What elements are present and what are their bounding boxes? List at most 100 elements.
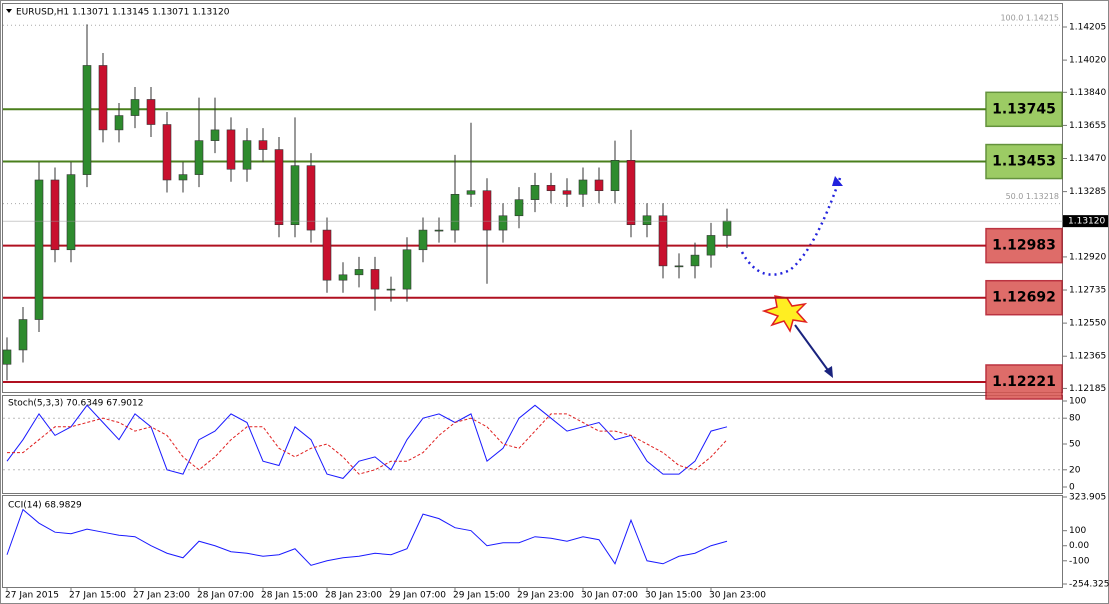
- candle-body: [370, 269, 380, 290]
- x-tick-label: 30 Jan 15:00: [645, 591, 702, 601]
- up-scenario: [740, 177, 842, 276]
- y-tick-label: 1.14020: [1069, 56, 1106, 66]
- y-tick-label: 1.13285: [1069, 187, 1106, 197]
- x-tick-label: 27 Jan 2015: [5, 591, 59, 601]
- candle-body: [658, 215, 668, 267]
- candle-body: [466, 190, 476, 195]
- level-box: [985, 227, 1063, 264]
- x-tick-label: 28 Jan 07:00: [197, 591, 254, 601]
- x-tick-label: 29 Jan 23:00: [517, 591, 574, 601]
- stoch-title: Stoch(5,3,3) 70.6349 67.9012: [8, 399, 143, 409]
- down-arrowhead: [824, 366, 833, 378]
- candle-body: [626, 160, 636, 226]
- fib-label: 100.0 1.14215: [1000, 14, 1059, 23]
- candle-body: [546, 185, 556, 192]
- y-tick-label: 1.13840: [1069, 88, 1106, 98]
- candle-body: [226, 129, 236, 170]
- y-tick-label: 1.14205: [1069, 23, 1106, 33]
- y-tick-label: 1.12365: [1069, 352, 1106, 362]
- y-tick-label: 1.12550: [1069, 319, 1106, 329]
- candle-body: [434, 229, 444, 232]
- break-star: [761, 295, 808, 333]
- y-tick-label: 1.12185: [1069, 384, 1106, 394]
- y-tick-label: 50: [1069, 440, 1081, 450]
- y-tick-label: 0: [1069, 483, 1075, 493]
- y-tick-label: -100: [1069, 556, 1090, 566]
- candle-body: [722, 220, 732, 236]
- candle-body: [18, 319, 28, 351]
- y-tick-label: -254.3251: [1069, 580, 1109, 590]
- series-line: [7, 413, 728, 475]
- candle-body: [418, 229, 428, 251]
- candle-body: [610, 160, 620, 192]
- candle-body: [594, 179, 604, 192]
- candle-body: [530, 185, 540, 200]
- y-tick-label: 1.13655: [1069, 121, 1106, 131]
- level-label: 1.13453: [992, 154, 1056, 170]
- candle-body: [386, 288, 396, 291]
- candle-body: [706, 235, 716, 256]
- candle-body: [306, 165, 316, 231]
- candle-body: [578, 179, 588, 195]
- stoch-panel: [2, 395, 1063, 494]
- candle-body: [82, 65, 92, 175]
- candle-body: [402, 249, 412, 290]
- level-label: 1.13745: [992, 101, 1056, 117]
- candle-body: [50, 179, 60, 251]
- candle-body: [482, 190, 492, 231]
- y-tick-label: 100: [1069, 526, 1086, 536]
- y-tick-label: 323.905: [1069, 493, 1106, 503]
- level-box: [985, 143, 1063, 180]
- candle-body: [98, 65, 108, 131]
- chart-title: EURUSD,H1 1.13071 1.13145 1.13071 1.1312…: [16, 8, 230, 18]
- y-tick-label: 100: [1069, 397, 1086, 407]
- level-box: [985, 279, 1063, 316]
- x-tick-label: 30 Jan 23:00: [709, 591, 766, 601]
- y-tick-label: 80: [1069, 414, 1081, 424]
- candle-body: [114, 115, 124, 131]
- candle-body: [274, 149, 284, 226]
- candle-body: [66, 174, 76, 251]
- candle-body: [290, 165, 300, 226]
- x-tick-label: 27 Jan 23:00: [133, 591, 190, 601]
- y-tick-label: 1.12920: [1069, 252, 1106, 262]
- candle-body: [498, 215, 508, 231]
- x-tick-label: 30 Jan 07:00: [581, 591, 638, 601]
- last-price-label: 1.13120: [1068, 217, 1105, 227]
- x-tick-label: 29 Jan 15:00: [453, 591, 510, 601]
- series-line: [6, 508, 728, 566]
- cci-panel: [2, 495, 1063, 588]
- candle-body: [178, 174, 188, 181]
- candle-body: [130, 99, 140, 116]
- up-arrowhead: [832, 176, 843, 186]
- candle-body: [514, 199, 524, 217]
- candle-body: [242, 140, 252, 170]
- candle-body: [354, 269, 364, 276]
- down-arrow: [794, 324, 831, 374]
- candle-body: [146, 99, 156, 125]
- main-panel: [2, 3, 1063, 393]
- candle-body: [322, 229, 332, 281]
- candle-body: [2, 349, 12, 365]
- level-label: 1.12221: [992, 374, 1056, 390]
- candle-body: [674, 265, 684, 268]
- level-box: [985, 91, 1063, 128]
- candle-body: [690, 254, 700, 267]
- level-label: 1.12692: [992, 290, 1056, 306]
- candle-body: [34, 179, 44, 320]
- y-tick-label: 0.00: [1069, 541, 1089, 551]
- candle-body: [210, 129, 220, 141]
- last-price-box: [1063, 215, 1108, 228]
- candle-body: [642, 215, 652, 226]
- candle-body: [562, 190, 572, 195]
- level-label: 1.12983: [992, 238, 1056, 254]
- y-tick-label: 20: [1069, 465, 1081, 475]
- candle-body: [258, 140, 268, 150]
- x-tick-label: 28 Jan 23:00: [325, 591, 382, 601]
- y-tick-label: 1.12735: [1069, 286, 1106, 296]
- candle-body: [194, 140, 204, 175]
- level-box: [985, 364, 1063, 400]
